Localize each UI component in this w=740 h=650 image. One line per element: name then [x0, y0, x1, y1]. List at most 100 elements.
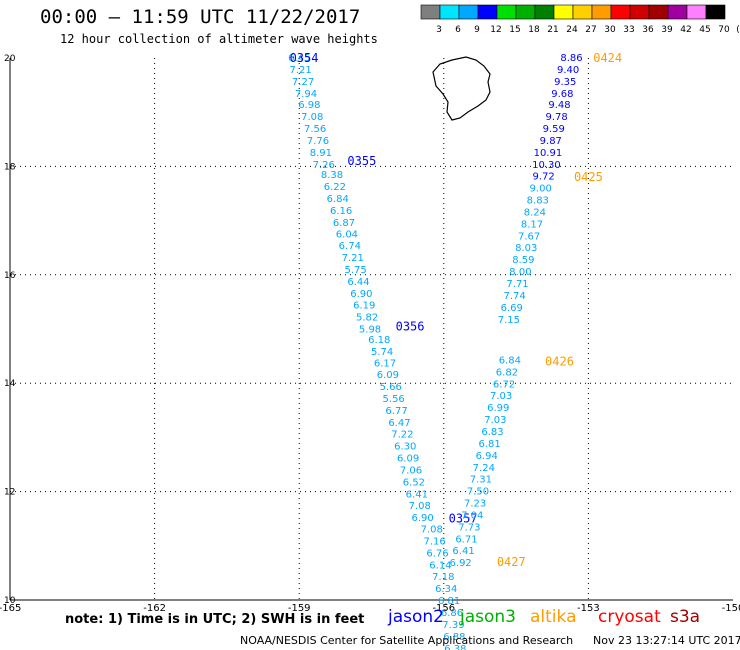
timestamp-text: Nov 23 13:27:14 UTC 2017: [593, 634, 740, 647]
pass-time-label: 0425: [574, 170, 603, 184]
wave-height-value: 6.47: [388, 418, 410, 429]
wave-height-value: 7.67: [518, 231, 540, 242]
color-scale-label: 30: [604, 25, 616, 35]
legend-s3a: s3a: [670, 607, 701, 627]
wave-height-value: 6.18: [368, 335, 390, 346]
pass-time-label: 0354: [290, 51, 319, 65]
wave-height-value: 7.08: [409, 501, 431, 512]
wave-height-value: 8.59: [512, 255, 534, 266]
wave-height-value: 8.24: [524, 207, 546, 218]
wave-height-value: 9.40: [557, 65, 579, 76]
pass-time-label: 0426: [545, 355, 574, 369]
color-scale-label: 15: [509, 25, 520, 35]
color-scale-label: 6: [455, 25, 461, 35]
wave-height-value: 6.41: [452, 546, 474, 557]
wave-height-value: 9.00: [530, 184, 552, 195]
legend-altika: altika: [530, 607, 577, 627]
credit-text: NOAA/NESDIS Center for Satellite Applica…: [240, 634, 574, 647]
wave-height-value: 8.86: [560, 53, 582, 64]
wave-height-value: 7.76: [307, 136, 329, 147]
x-tick-label: -162: [143, 603, 166, 614]
wave-height-value: 6.74: [339, 241, 361, 252]
wave-height-value: 6.82: [496, 367, 518, 378]
wave-height-value: 6.88: [443, 632, 465, 643]
wave-height-value: 7.08: [301, 112, 323, 123]
wave-height-value: 7.18: [432, 572, 454, 583]
units-note: note: 1) Time is in UTC; 2) SWH is in fe…: [65, 612, 365, 627]
wave-height-value: 8.83: [527, 196, 549, 207]
wave-height-value: 6.99: [487, 403, 509, 414]
wave-height-value: 6.90: [411, 513, 433, 524]
wave-height-value: 9.48: [548, 100, 570, 111]
pass-time-label: 0424: [593, 51, 622, 65]
x-tick-label: -150: [722, 603, 740, 614]
wave-height-value: 8.91: [310, 148, 332, 159]
wave-height-value: 6.71: [455, 534, 477, 545]
wave-height-value: 5.75: [344, 265, 366, 276]
wave-height-value: 6.19: [353, 301, 375, 312]
wave-height-value: 5.82: [356, 313, 378, 324]
wave-height-value: 6.92: [450, 558, 472, 569]
color-scale-label: 36: [642, 25, 654, 35]
wave-height-value: 6.44: [347, 277, 369, 288]
wave-height-value: 6.98: [298, 100, 320, 111]
wave-height-value: 6.76: [426, 548, 448, 559]
wave-height-value: 6.41: [406, 489, 428, 500]
wave-height-value: 6.69: [501, 303, 523, 314]
wave-height-value: 9.87: [540, 136, 562, 147]
wave-height-value: 7.94: [295, 89, 317, 100]
wave-height-value: 9.72: [532, 172, 554, 183]
x-tick-label: -153: [577, 603, 600, 614]
color-scale-label: (ft): [736, 25, 740, 35]
wave-height-value: 7.24: [473, 463, 495, 474]
wave-height-value: 8.00: [509, 267, 531, 278]
wave-height-value: 7.04: [461, 510, 483, 521]
wave-height-value: 7.31: [470, 475, 492, 486]
wave-height-value: 5.56: [383, 394, 405, 405]
wave-height-value: 6.81: [478, 439, 500, 450]
wave-height-value: 7.21: [290, 65, 312, 76]
color-scale-label: 39: [661, 25, 673, 35]
wave-height-value: 8.38: [321, 170, 343, 181]
wave-height-value: 6.17: [374, 359, 396, 370]
wave-height-value: 6.72: [493, 379, 515, 390]
wave-height-value: 6.30: [394, 442, 416, 453]
color-scale-label: 70: [718, 25, 730, 35]
y-tick-label: 18: [4, 162, 16, 172]
wave-height-value: 7.15: [498, 315, 520, 326]
wave-height-value: 7.71: [506, 279, 528, 290]
wave-height-value: 9.78: [545, 112, 567, 123]
wave-height-value: 6.77: [385, 406, 407, 417]
color-scale-label: 42: [680, 25, 691, 35]
wave-height-value: 8.17: [521, 219, 543, 230]
wave-height-value: 10.91: [534, 148, 563, 159]
wave-height-value: 7.22: [391, 430, 413, 441]
wave-height-value: 7.27: [292, 77, 314, 88]
color-scale-label: 27: [585, 25, 596, 35]
wave-height-value: 7.26: [313, 160, 335, 171]
wave-height-value: 7.16: [424, 536, 446, 547]
wave-height-value: 6.94: [476, 451, 498, 462]
wave-height-value: 6.38: [444, 644, 466, 650]
x-tick-label: -159: [288, 603, 311, 614]
color-scale-label: 33: [623, 25, 634, 35]
y-tick-label: 16: [4, 271, 16, 281]
wave-height-value: 5.74: [371, 347, 393, 358]
y-tick-label: 20: [4, 54, 16, 64]
wave-height-value: 6.34: [435, 584, 457, 595]
x-tick-label: -156: [432, 603, 455, 614]
y-tick-label: 14: [4, 379, 16, 389]
wave-height-value: 6.45: [288, 53, 310, 64]
wave-height-value: 6.22: [324, 182, 346, 193]
color-scale-label: 18: [528, 25, 540, 35]
wave-height-value: 6.81: [438, 596, 460, 607]
color-scale-label: 21: [547, 25, 558, 35]
y-tick-label: 12: [4, 488, 15, 498]
island-outline: [432, 56, 491, 121]
wave-height-value: 9.59: [543, 124, 565, 135]
y-tick-label: 10: [4, 596, 16, 606]
wave-height-value: 7.39: [442, 620, 464, 631]
wave-height-value: 5.98: [359, 325, 381, 336]
wave-height-value: 7.03: [490, 391, 512, 402]
